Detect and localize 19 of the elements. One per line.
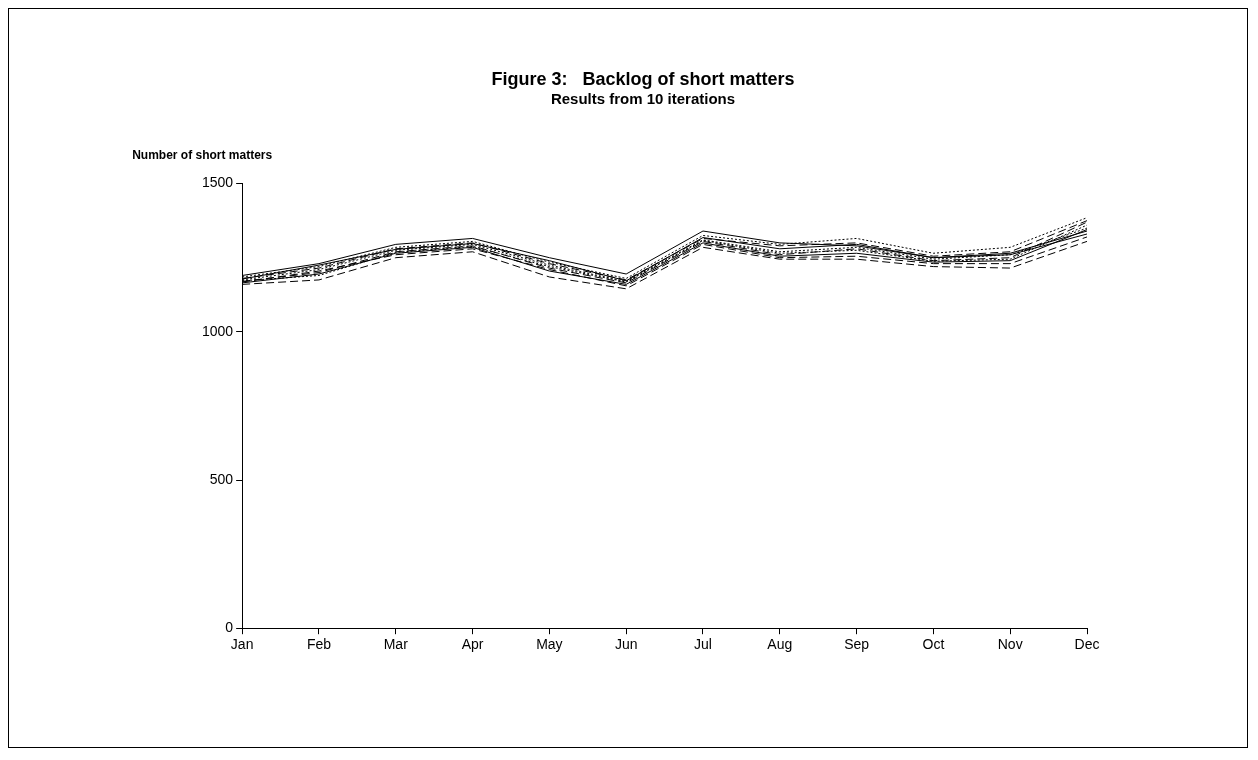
y-tick-label: 0 bbox=[225, 619, 234, 636]
x-tick-label: May bbox=[536, 636, 563, 653]
chart-title: Figure 3: Backlog of short matters bbox=[491, 68, 795, 89]
chart-subtitle: Results from 10 iterations bbox=[550, 89, 736, 107]
x-tick-label: Aug bbox=[767, 636, 793, 653]
x-tick-label: Jan bbox=[230, 636, 254, 653]
x-tick-label: Oct bbox=[922, 636, 945, 653]
x-tick-label: Feb bbox=[306, 636, 332, 653]
x-tick-label: Mar bbox=[383, 636, 409, 653]
y-axis-title: Number of short matters bbox=[132, 147, 273, 162]
x-tick-label: Nov bbox=[997, 636, 1023, 653]
y-tick-label: 1500 bbox=[201, 174, 234, 191]
x-tick-label: Jun bbox=[614, 636, 638, 653]
x-tick-label: Jul bbox=[694, 636, 712, 653]
y-tick-label: 500 bbox=[209, 470, 234, 487]
x-tick-label: Dec bbox=[1074, 636, 1100, 653]
y-tick-label: 1000 bbox=[201, 322, 234, 339]
x-tick-label: Sep bbox=[844, 636, 870, 653]
x-tick-label: Apr bbox=[461, 636, 484, 653]
